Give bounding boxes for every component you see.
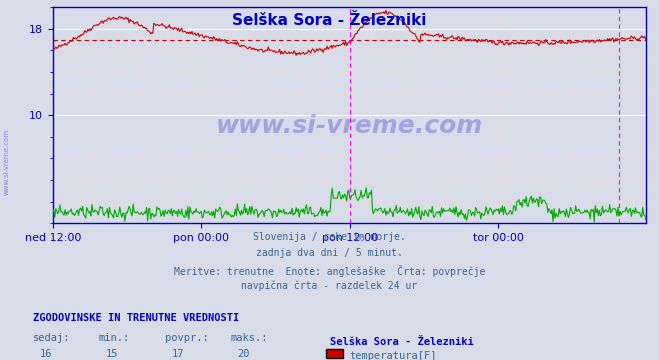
Text: Slovenija / reke in morje.: Slovenija / reke in morje. xyxy=(253,232,406,242)
Text: www.si-vreme.com: www.si-vreme.com xyxy=(3,129,9,195)
Text: min.:: min.: xyxy=(99,333,130,343)
Text: zadnja dva dni / 5 minut.: zadnja dva dni / 5 minut. xyxy=(256,248,403,258)
Text: navpična črta - razdelek 24 ur: navpična črta - razdelek 24 ur xyxy=(241,281,418,291)
Text: Selška Sora - Železniki: Selška Sora - Železniki xyxy=(233,13,426,28)
Text: Selška Sora - Železniki: Selška Sora - Železniki xyxy=(330,337,473,347)
Text: 17: 17 xyxy=(172,349,184,359)
Text: Meritve: trenutne  Enote: anglešaške  Črta: povprečje: Meritve: trenutne Enote: anglešaške Črta… xyxy=(174,265,485,276)
Text: maks.:: maks.: xyxy=(231,333,268,343)
Text: 15: 15 xyxy=(106,349,118,359)
Text: temperatura[F]: temperatura[F] xyxy=(349,351,437,360)
Text: 16: 16 xyxy=(40,349,52,359)
Text: ZGODOVINSKE IN TRENUTNE VREDNOSTI: ZGODOVINSKE IN TRENUTNE VREDNOSTI xyxy=(33,313,239,323)
Text: 20: 20 xyxy=(238,349,250,359)
Text: povpr.:: povpr.: xyxy=(165,333,208,343)
Text: www.si-vreme.com: www.si-vreme.com xyxy=(215,114,483,138)
Text: sedaj:: sedaj: xyxy=(33,333,71,343)
